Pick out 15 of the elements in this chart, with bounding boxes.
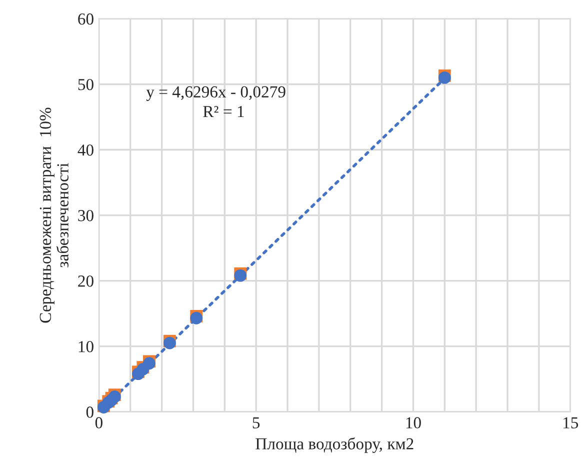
annotation: R² = 1	[203, 106, 244, 117]
y-tick-label: 50	[78, 78, 94, 90]
y-tick-label: 0	[86, 406, 94, 418]
x-axis-title: Площа водозбору, км2	[256, 437, 414, 453]
x-tick-label: 0	[95, 417, 102, 428]
x-tick-label: 10	[406, 417, 421, 428]
y-tick-label: 10	[78, 341, 94, 352]
y-tick-label: 30	[78, 210, 94, 222]
x-tick-label: 5	[252, 417, 260, 428]
x-tick-label: 15	[563, 417, 578, 428]
y-axis-title: Середньомежені витрати 10% забезпеченості	[40, 108, 68, 323]
y-tick-label: 40	[78, 144, 94, 156]
y-tick-label: 20	[78, 276, 94, 287]
annotation: y = 4,6296x - 0,0279	[146, 86, 286, 101]
y-tick-label: 60	[78, 13, 94, 25]
